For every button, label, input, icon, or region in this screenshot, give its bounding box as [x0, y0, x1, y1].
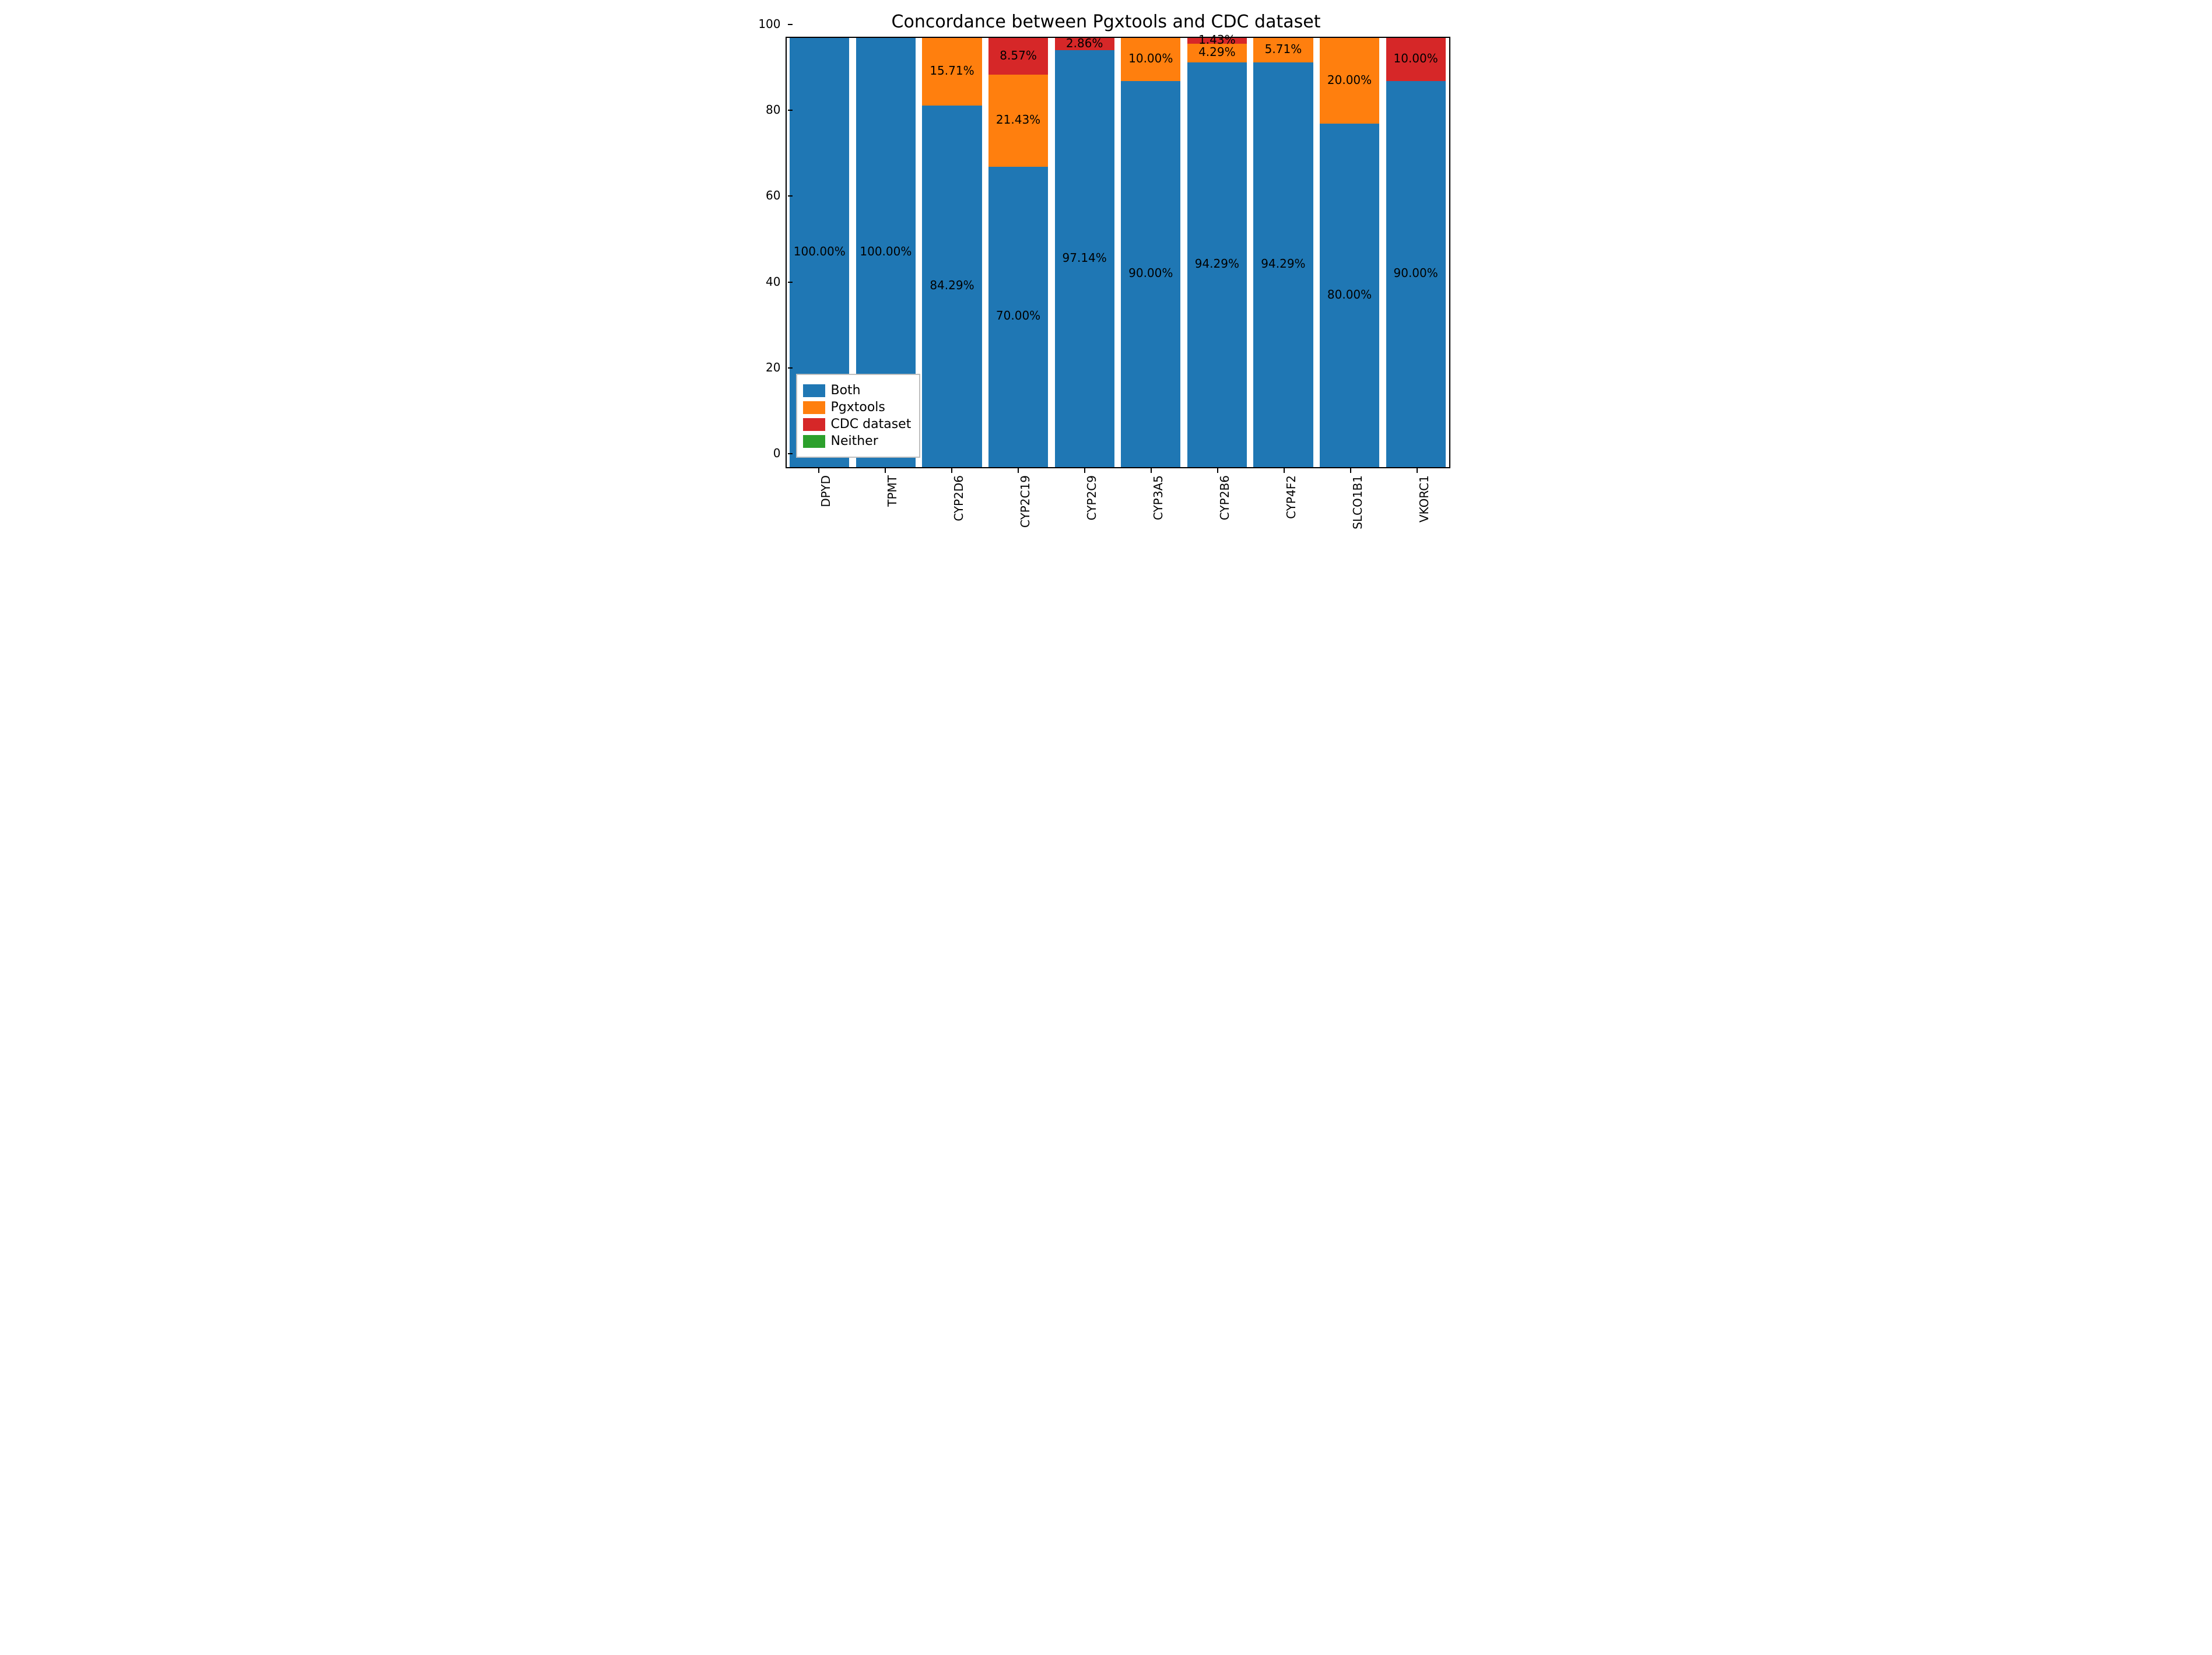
bar-value-label: 10.00% [1128, 51, 1173, 65]
legend-swatch [803, 418, 825, 431]
bar-value-label: 1.43% [1198, 33, 1236, 47]
y-tick: 60 [766, 188, 786, 202]
x-axis-category-label: SLCO1B1 [1351, 475, 1365, 530]
plot-area: 100.00% 100.00% 84.29% 15.71% 70.00% 21.43% 8.… [786, 37, 1450, 468]
bar-column: 80.00% 20.00% [1320, 38, 1379, 467]
bar-value-label: 4.29% [1198, 45, 1236, 59]
legend-label: Both [831, 383, 861, 398]
x-axis-category-label: CYP3A5 [1151, 475, 1165, 520]
x-tick [1084, 468, 1085, 473]
chart-container: Concordance between Pgxtools and CDC dat… [745, 12, 1468, 553]
bar-value-label: 70.00% [996, 308, 1040, 322]
x-axis-category-label: DPYD [819, 475, 833, 507]
bar-value-label: 84.29% [930, 278, 974, 292]
bar-value-label: 94.29% [1195, 257, 1239, 271]
bar-column: 70.00% 21.43% 8.57% [988, 38, 1048, 467]
legend-swatch [803, 401, 825, 414]
bar-value-label: 21.43% [996, 113, 1040, 127]
bar-value-label: 90.00% [1393, 266, 1438, 280]
legend: Both Pgxtools CDC dataset Neither [796, 374, 921, 458]
x-axis-category-label: CYP2D6 [952, 475, 966, 521]
legend-label: CDC dataset [831, 417, 912, 432]
bar-column: 84.29% 15.71% [922, 38, 981, 467]
bar-value-label: 20.00% [1327, 73, 1372, 87]
bar-value-label: 10.00% [1393, 51, 1438, 65]
legend-item: Pgxtools [803, 400, 912, 415]
bar-value-label: 90.00% [1128, 266, 1173, 280]
bar-value-label: 8.57% [1000, 48, 1037, 62]
legend-label: Neither [831, 434, 878, 448]
x-tick [1350, 468, 1351, 473]
y-tick: 20 [766, 360, 786, 374]
x-axis-category-label: CYP2C9 [1085, 475, 1099, 520]
x-tick [1417, 468, 1418, 473]
legend-label: Pgxtools [831, 400, 885, 415]
bar-value-label: 100.00% [860, 244, 912, 258]
bar-column: 94.29% 5.71% [1253, 38, 1313, 467]
bar-value-label: 2.86% [1066, 36, 1103, 50]
bar-value-label: 97.14% [1063, 251, 1107, 265]
bar-value-label: 5.71% [1265, 42, 1302, 56]
bar-value-label: 94.29% [1261, 257, 1305, 271]
chart-title: Concordance between Pgxtools and CDC dat… [745, 12, 1468, 32]
y-tick: 100 [758, 17, 786, 31]
x-tick [1151, 468, 1152, 473]
bar-value-label: 100.00% [794, 244, 846, 258]
bar-column: 90.00% 10.00% [1386, 38, 1446, 467]
legend-swatch [803, 384, 825, 397]
y-tick: 40 [766, 275, 786, 289]
x-tick [1217, 468, 1218, 473]
bar-column: 94.29%4.29%1.43% [1187, 38, 1247, 467]
x-axis-category-label: VKORC1 [1417, 475, 1431, 523]
x-axis-category-label: CYP2C19 [1018, 475, 1032, 528]
y-tick: 0 [773, 446, 787, 460]
bar-value-label: 15.71% [930, 64, 974, 78]
x-axis-category-label: CYP4F2 [1284, 475, 1298, 519]
legend-swatch [803, 435, 825, 448]
bar-value-label: 80.00% [1327, 287, 1372, 301]
x-tick [1018, 468, 1019, 473]
x-axis-category-label: CYP2B6 [1218, 475, 1232, 520]
x-axis-labels: DPYD TPMT CYP2D6 CYP2C19 CYP2C9 CYP3A5 CYP2B6 C… [786, 468, 1450, 550]
legend-item: CDC dataset [803, 417, 912, 432]
x-tick [1284, 468, 1285, 473]
bar-column: 90.00% 10.00% [1121, 38, 1180, 467]
x-tick [885, 468, 886, 473]
y-tick: 80 [766, 103, 786, 117]
x-axis-category-label: TPMT [885, 475, 899, 507]
x-tick [951, 468, 952, 473]
legend-item: Both [803, 383, 912, 398]
legend-item: Neither [803, 434, 912, 448]
x-tick [818, 468, 819, 473]
bar-column: 97.14% 2.86% [1055, 38, 1114, 467]
